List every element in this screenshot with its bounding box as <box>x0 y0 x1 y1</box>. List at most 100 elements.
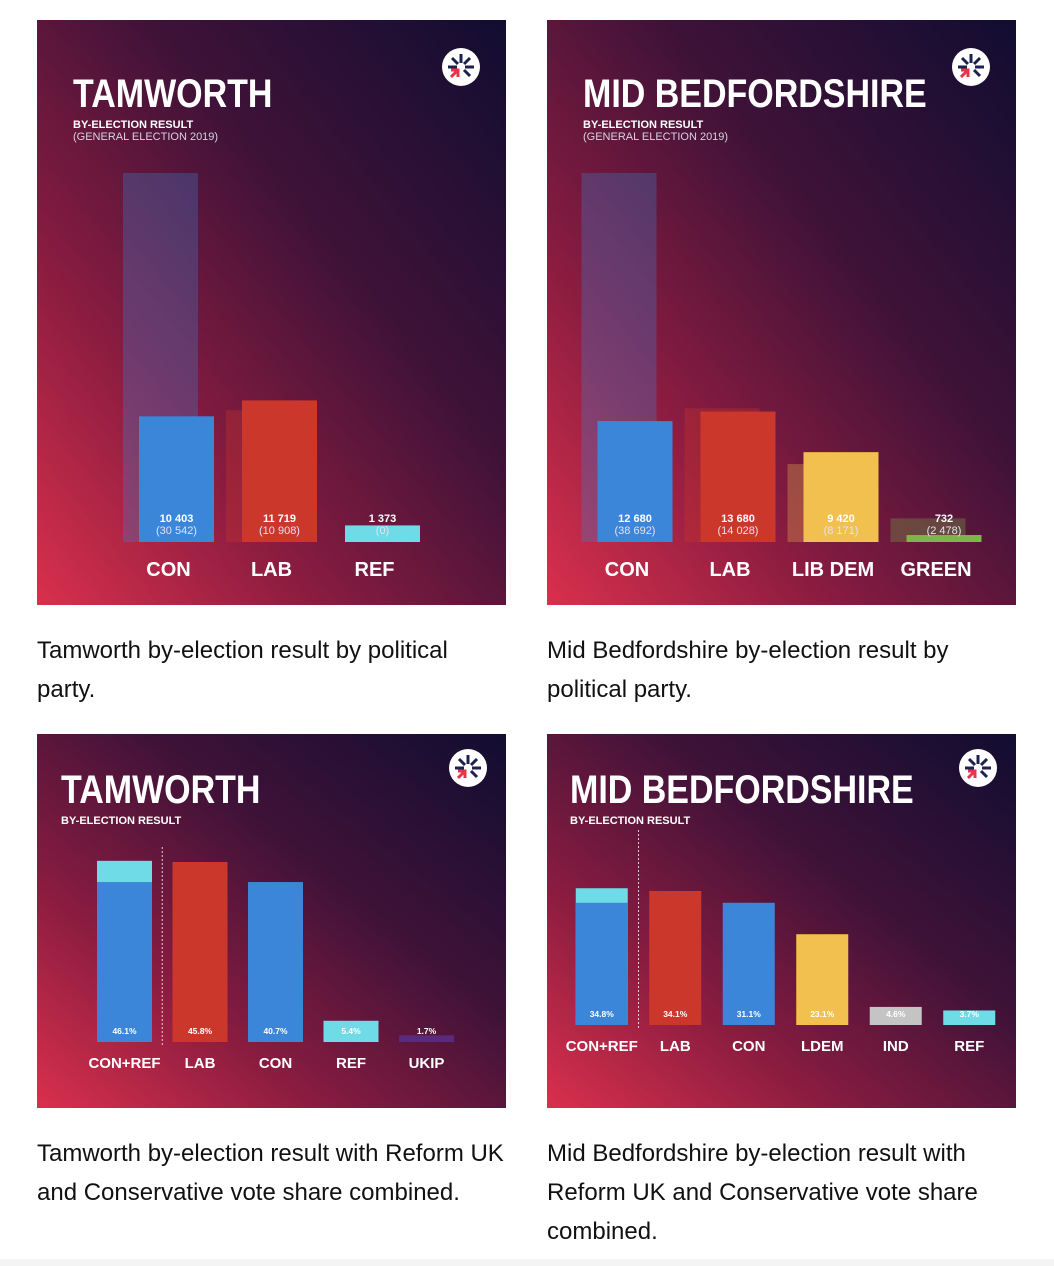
bar <box>139 416 214 542</box>
logo-circle <box>952 48 990 86</box>
bar <box>906 535 982 542</box>
caption: Mid Bedfordshire by-election result with… <box>547 1140 978 1245</box>
logo-stroke <box>469 757 479 767</box>
logo <box>449 749 487 787</box>
value-label-2019: (14 028) <box>718 525 759 537</box>
value-label: 1.7% <box>417 1026 437 1036</box>
chart-subtitle: BY-ELECTION RESULT <box>570 815 690 827</box>
bar <box>869 1006 922 1025</box>
category-label: REF <box>336 1055 366 1072</box>
logo-arrow <box>449 68 460 79</box>
value-label: 34.1% <box>663 1009 688 1019</box>
bar <box>345 525 420 542</box>
category-label: LAB <box>660 1038 691 1055</box>
logo-stroke <box>469 769 479 779</box>
category-label: LIB DEM <box>792 559 874 581</box>
logo-stroke <box>960 56 970 66</box>
chart-title: TAMWORTH <box>61 766 260 811</box>
value-label-2019: (10 908) <box>259 525 300 537</box>
logo-stroke <box>462 68 472 78</box>
category-label: CON <box>146 559 190 581</box>
bar-segment <box>575 902 628 1025</box>
logo-stroke <box>979 769 989 779</box>
logo-stroke <box>979 757 989 767</box>
value-label-2019: (0) <box>376 525 389 537</box>
category-label: IND <box>883 1038 909 1055</box>
chart: MID BEDFORDSHIRE BY-ELECTION RESULT 34.8% C… <box>547 734 1016 1108</box>
value-label: 45.8% <box>188 1026 213 1036</box>
value-label: 9 420 <box>827 513 855 525</box>
logo-arrow <box>966 769 977 780</box>
bar <box>172 862 228 1042</box>
chart-note: (GENERAL ELECTION 2019) <box>583 131 728 143</box>
bar-segment <box>97 882 152 1042</box>
value-label: 40.7% <box>263 1026 288 1036</box>
value-label: 13 680 <box>721 513 755 525</box>
logo-circle <box>959 749 997 787</box>
bar <box>242 400 317 542</box>
bar <box>722 902 775 1025</box>
logo-stroke <box>462 56 472 66</box>
value-label: 10 403 <box>160 513 194 525</box>
category-label: LAB <box>251 559 292 581</box>
logo-arrow <box>959 68 970 79</box>
chart-note: (GENERAL ELECTION 2019) <box>73 131 218 143</box>
bar <box>399 1035 454 1042</box>
logo <box>442 48 480 86</box>
chart: MID BEDFORDSHIRE BY-ELECTION RESULT(GENER… <box>547 20 1016 605</box>
category-label: CON <box>259 1055 292 1072</box>
chart: TAMWORTH BY-ELECTION RESULT 46.1% CON+REF 45… <box>37 734 506 1108</box>
logo <box>952 48 990 86</box>
value-label: 46.1% <box>112 1026 137 1036</box>
category-label: GREEN <box>900 559 971 581</box>
value-label: 732 <box>935 513 953 525</box>
value-label: 5.4% <box>341 1026 361 1036</box>
bar <box>796 934 849 1025</box>
chart-subtitle: BY-ELECTION RESULT <box>583 119 703 131</box>
category-label: LAB <box>185 1055 216 1072</box>
chart: TAMWORTH BY-ELECTION RESULT(GENERAL ELECT… <box>37 20 506 605</box>
value-label: 11 719 <box>263 513 296 525</box>
logo <box>959 749 997 787</box>
category-label: CON <box>732 1038 765 1055</box>
chart-title: TAMWORTH <box>73 70 272 115</box>
category-label: CON <box>605 559 649 581</box>
category-label: CON+REF <box>88 1055 160 1072</box>
caption: Tamworth by-election result by political… <box>37 637 448 703</box>
category-label: REF <box>954 1038 984 1055</box>
bar <box>248 882 303 1042</box>
bar <box>323 1020 379 1042</box>
bar <box>943 1010 996 1025</box>
bar <box>700 411 776 542</box>
logo-stroke <box>972 56 982 66</box>
logo-circle <box>442 48 480 86</box>
caption: Tamworth by-election result with Reform … <box>37 1140 504 1206</box>
value-label: 1 373 <box>369 513 397 525</box>
value-label-2019: (30 542) <box>156 525 197 537</box>
category-label: LAB <box>709 559 750 581</box>
value-label: 4.6% <box>886 1009 906 1019</box>
chart-subtitle: BY-ELECTION RESULT <box>73 119 193 131</box>
logo-stroke <box>457 757 467 767</box>
category-label: CON+REF <box>566 1038 638 1055</box>
value-label: 31.1% <box>737 1009 762 1019</box>
logo-arrow <box>456 769 467 780</box>
footer-strip <box>0 1259 1054 1266</box>
bar <box>597 421 673 542</box>
value-label-2019: (8 171) <box>824 525 859 537</box>
caption: Mid Bedfordshire by-election result by p… <box>547 637 949 703</box>
logo-stroke <box>967 757 977 767</box>
category-label: LDEM <box>801 1038 844 1055</box>
logo-stroke <box>450 56 460 66</box>
bar <box>649 890 702 1025</box>
chart-title: MID BEDFORDSHIRE <box>583 70 927 115</box>
value-label-2019: (2 478) <box>927 525 962 537</box>
value-label-2019: (38 692) <box>615 525 656 537</box>
value-label: 23.1% <box>810 1009 835 1019</box>
category-label: REF <box>355 559 395 581</box>
value-label: 12 680 <box>618 513 652 525</box>
chart-subtitle: BY-ELECTION RESULT <box>61 815 181 827</box>
bar <box>803 452 879 542</box>
category-label: UKIP <box>409 1055 445 1072</box>
